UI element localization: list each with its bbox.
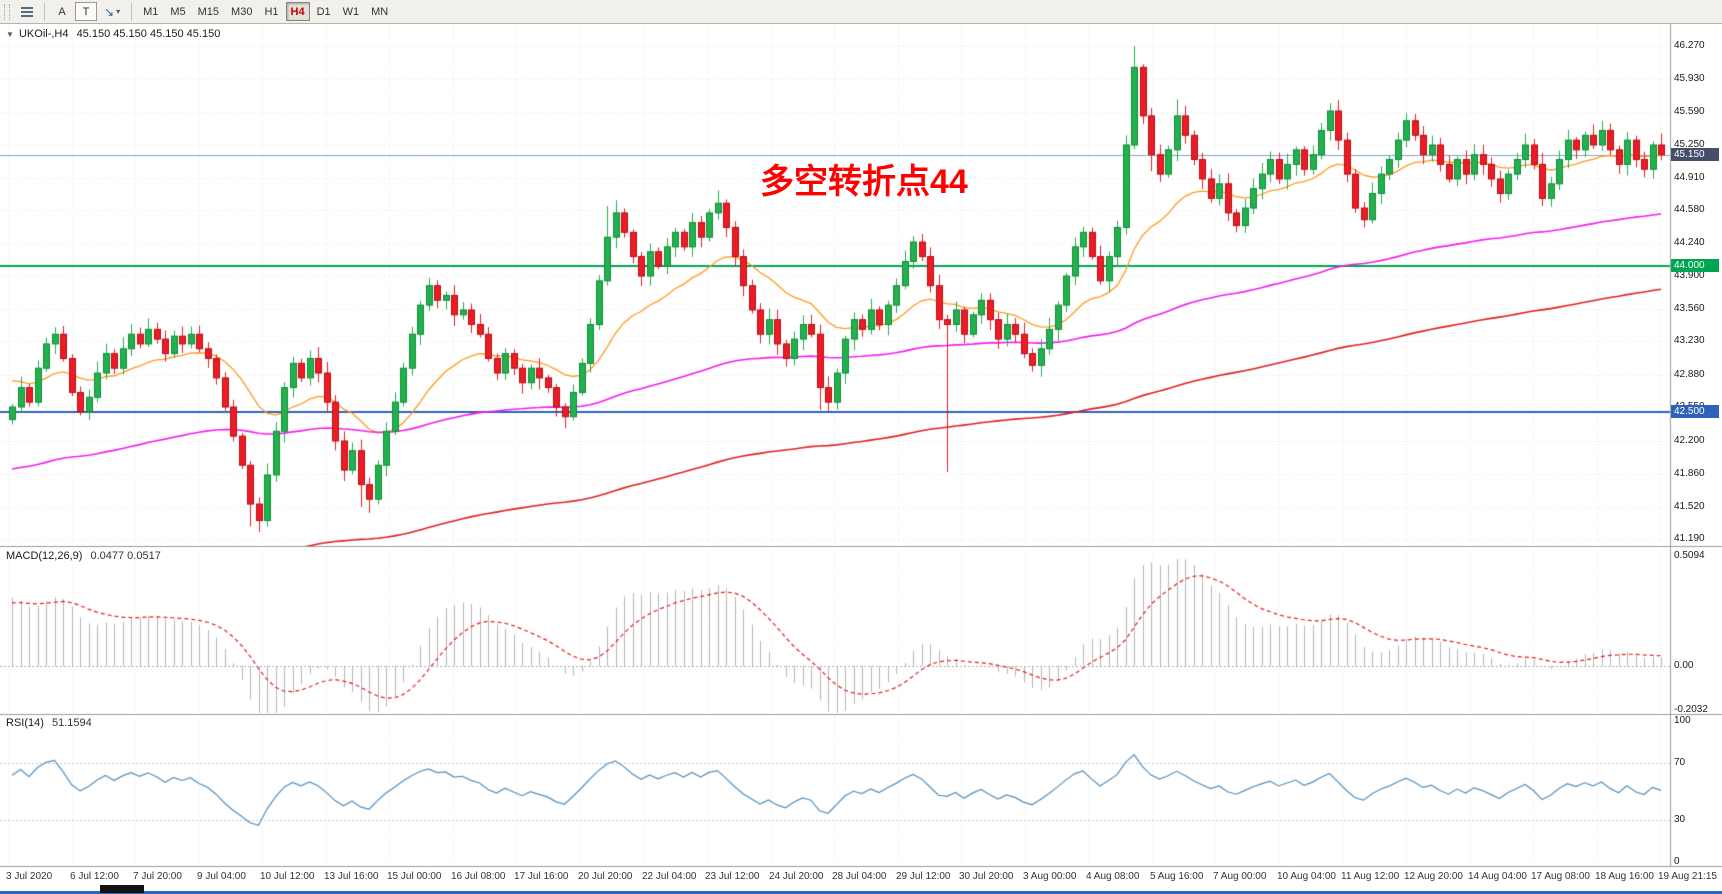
timeframe-button-h4[interactable]: H4	[285, 2, 310, 21]
macd-indicator-label: MACD(12,26,9) 0.0477 0.0517	[6, 550, 161, 562]
price-axis-label: 44.910	[1674, 172, 1705, 183]
price-axis-label: 44.580	[1674, 204, 1705, 215]
time-axis-label: 9 Jul 04:00	[197, 871, 246, 882]
toolbar-drag-handle[interactable]	[4, 3, 10, 20]
price-tag-45.150: 45.150	[1671, 148, 1719, 161]
timeframe-button-d1[interactable]: D1	[312, 2, 336, 21]
time-axis-label: 17 Jul 16:00	[514, 871, 569, 882]
window-bottom-border	[0, 891, 1722, 894]
price-tag-42.500: 42.500	[1671, 405, 1719, 418]
macd-values: 0.0477 0.0517	[90, 550, 161, 562]
price-axis-label: 43.900	[1674, 270, 1705, 281]
macd-axis-label: 0.00	[1674, 660, 1694, 671]
time-axis-label: 12 Aug 20:00	[1404, 871, 1463, 882]
time-axis-label: 30 Jul 20:00	[959, 871, 1014, 882]
price-tag-44.000: 44.000	[1671, 259, 1719, 272]
toolbar: A T ↘ ▾ M1 M5 M15 M30 H1 H4 D1 W1 MN	[0, 0, 1722, 24]
price-axis-label: 44.240	[1674, 237, 1705, 248]
price-axis-label: 45.250	[1674, 139, 1705, 150]
price-axis-label: 43.560	[1674, 303, 1705, 314]
timeframe-button-m1[interactable]: M1	[138, 2, 163, 21]
price-axis-label: 41.190	[1674, 533, 1705, 544]
price-axis-label: 45.930	[1674, 73, 1705, 84]
price-axis-label: 43.230	[1674, 335, 1705, 346]
ohlc-values: 45.150 45.150 45.150 45.150	[76, 28, 221, 40]
price-axis-label: 41.520	[1674, 501, 1705, 512]
toolbar-separator	[44, 2, 45, 21]
time-axis-label: 3 Aug 00:00	[1023, 871, 1077, 882]
price-axis-label: 45.590	[1674, 106, 1705, 117]
objects-list-icon	[21, 6, 33, 17]
time-axis-label: 16 Jul 08:00	[451, 871, 506, 882]
time-axis-label: 7 Jul 20:00	[133, 871, 182, 882]
time-axis-label: 18 Aug 16:00	[1595, 871, 1654, 882]
time-axis-label: 28 Jul 04:00	[832, 871, 887, 882]
chevron-down-icon: ▾	[116, 7, 121, 16]
time-axis-label: 11 Aug 12:00	[1341, 871, 1400, 882]
price-axis-label: 41.860	[1674, 468, 1705, 479]
chart-symbol-label: ▼ UKOil-,H4 45.150 45.150 45.150 45.150	[6, 28, 220, 40]
time-axis-label: 6 Jul 12:00	[70, 871, 119, 882]
timeframe-group: M1 M5 M15 M30 H1 H4 D1 W1 MN	[138, 2, 393, 21]
macd-axis-label: -0.2032	[1674, 704, 1708, 715]
time-axis-label: 15 Jul 00:00	[387, 871, 442, 882]
arrow-tool-icon: ↘	[104, 4, 115, 19]
collapse-triangle-icon: ▼	[6, 30, 14, 39]
timeframe-button-m5[interactable]: M5	[165, 2, 190, 21]
symbol-name: UKOil-,H4	[18, 28, 69, 40]
timeframe-button-m30[interactable]: M30	[226, 2, 257, 21]
time-axis-label: 22 Jul 04:00	[642, 871, 697, 882]
rsi-value: 51.1594	[51, 717, 92, 729]
rsi-axis-label: 100	[1674, 715, 1691, 726]
taskbar-fragment	[100, 885, 144, 893]
macd-axis-label: 0.5094	[1674, 550, 1705, 561]
time-axis-label: 3 Jul 2020	[6, 871, 53, 882]
timeframe-button-mn[interactable]: MN	[366, 2, 393, 21]
macd-title: MACD(12,26,9)	[6, 550, 83, 562]
rsi-indicator-label: RSI(14) 51.1594	[6, 717, 92, 729]
text-label-button[interactable]: A	[51, 2, 73, 21]
time-axis-label: 7 Aug 00:00	[1213, 871, 1267, 882]
time-axis-label: 24 Jul 20:00	[769, 871, 824, 882]
rsi-title: RSI(14)	[6, 717, 44, 729]
chart-annotation-text: 多空转折点44	[760, 163, 968, 201]
price-axis-label: 42.880	[1674, 369, 1705, 380]
time-axis-label: 10 Aug 04:00	[1277, 871, 1336, 882]
time-axis-label: 4 Aug 08:00	[1086, 871, 1140, 882]
time-axis-label: 5 Aug 16:00	[1150, 871, 1204, 882]
timeframe-button-h1[interactable]: H1	[259, 2, 283, 21]
timeframe-button-m15[interactable]: M15	[193, 2, 224, 21]
time-axis-label: 10 Jul 12:00	[260, 871, 315, 882]
rsi-axis-label: 70	[1674, 757, 1686, 768]
time-axis-label: 13 Jul 16:00	[324, 871, 379, 882]
time-axis-label: 29 Jul 12:00	[896, 871, 951, 882]
text-tool-button[interactable]: T	[75, 2, 97, 21]
rsi-axis-label: 30	[1674, 814, 1686, 825]
time-axis-label: 19 Aug 21:15	[1658, 871, 1717, 882]
time-axis-label: 14 Aug 04:00	[1468, 871, 1527, 882]
price-axis-label: 42.200	[1674, 435, 1705, 446]
toolbar-separator	[131, 2, 133, 21]
timeframe-button-w1[interactable]: W1	[338, 2, 365, 21]
arrows-dropdown-button[interactable]: ↘ ▾	[99, 2, 125, 21]
time-axis-label: 17 Aug 08:00	[1531, 871, 1590, 882]
time-axis-label: 23 Jul 12:00	[705, 871, 760, 882]
time-axis-label: 20 Jul 20:00	[578, 871, 633, 882]
rsi-axis-label: 0	[1674, 856, 1680, 867]
price-axis-label: 46.270	[1674, 40, 1705, 51]
chart-objects-button[interactable]	[16, 2, 38, 21]
